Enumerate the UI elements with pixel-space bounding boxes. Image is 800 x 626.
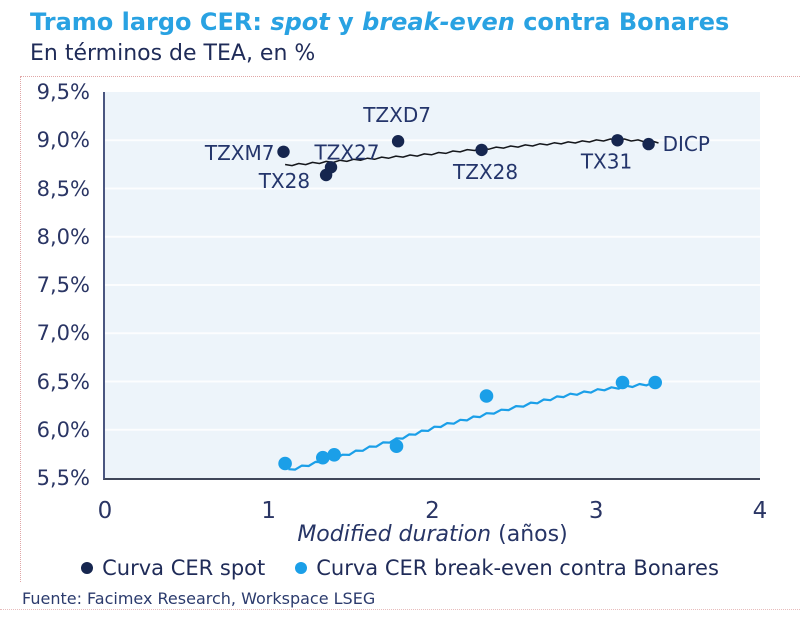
y-tick-6: 6,0% [36,417,90,442]
tx31-label: TX31 [580,149,632,173]
tzxm7-point [277,145,290,158]
title-part-spot: spot [270,8,330,36]
title-part-y: y [329,8,363,36]
break-even-point [327,448,341,462]
y-tick-8: 8,0% [36,224,90,249]
legend-dot-icon [295,562,308,574]
y-tick-6.5: 6,5% [36,369,90,394]
y-tick-7: 7,0% [36,321,90,346]
tzx28-point [475,143,488,157]
break-even-point [479,389,494,403]
title-part-bonares: contra Bonares [514,8,730,36]
x-tick-2: 2 [425,498,440,524]
plot-area: TZXM7 TX28 TZX27 TZXD7 TZX28 TX31 DICP [103,92,760,480]
y-tick-8.5: 8,5% [36,176,90,201]
x-axis-title-italic: Modified duration [297,522,492,547]
legend-label: Curva CER spot [102,556,266,580]
legend-item-break-even: Curva CER break-even contra Bonares [295,556,719,580]
x-tick-0: 0 [97,498,113,524]
legend-label: Curva CER break-even contra Bonares [316,556,719,580]
tzx27-label: TZX27 [313,140,379,164]
y-tick-5.5: 5,5% [36,466,90,490]
tzx28-label: TZX28 [452,160,518,184]
x-tick-4: 4 [752,498,768,524]
x-tick-3: 3 [588,498,604,524]
dotted-guide-left [20,76,21,582]
break-even-point [389,439,404,454]
dotted-guide-top [20,76,800,77]
break-even-point [278,456,292,471]
legend: Curva CER spot Curva CER break-even contr… [0,556,800,580]
spot-trendline [284,138,659,167]
tzxd7-label: TZXD7 [362,103,431,127]
tzx27-point [324,161,338,174]
title-part-breakeven: break-even [362,8,515,36]
x-tick-1: 1 [261,498,277,524]
dicp-label: DICP [663,132,710,156]
break-even-point [648,375,662,390]
tzxd7-point [391,135,405,148]
x-axis-title: Modified duration (años) [105,522,760,547]
break-even-point [615,375,630,390]
y-tick-9: 9,0% [36,128,90,153]
title-part-1: Tramo largo CER: [30,8,271,36]
dotted-guide-bottom [0,609,800,610]
tzxm7-label: TZXM7 [204,141,275,165]
x-axis-title-unit: (años) [498,522,568,547]
tx28-label: TX28 [258,169,310,193]
break-even-point [316,450,330,465]
y-tick-7.5: 7,5% [36,273,90,297]
break-even-trendline [288,381,655,471]
dicp-point [642,137,655,151]
legend-item-spot: Curva CER spot [81,556,265,580]
chart-subtitle: En términos de TEA, en % [30,41,316,66]
legend-dot-icon [81,562,94,574]
tx31-point [611,134,624,147]
y-tick-9.5: 9,5% [36,80,90,104]
source-note: Fuente: Facimex Research, Workspace LSEG [22,589,376,608]
chart-title: Tramo largo CER: spot y break-even contr… [30,6,729,38]
